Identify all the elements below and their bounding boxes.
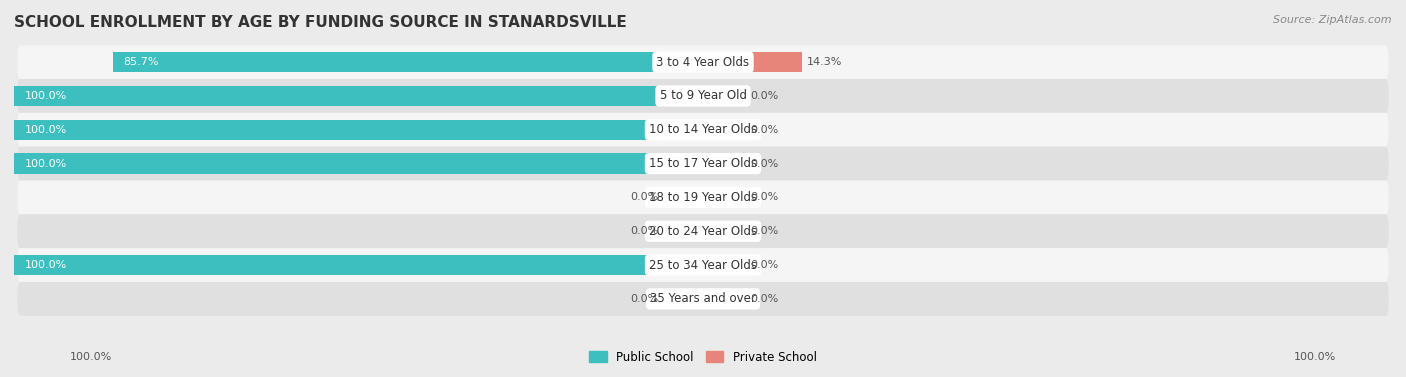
Text: 0.0%: 0.0% — [749, 192, 778, 202]
Bar — [14, 86, 703, 106]
Bar — [703, 86, 744, 106]
Text: 35 Years and over: 35 Years and over — [650, 292, 756, 305]
Text: 10 to 14 Year Olds: 10 to 14 Year Olds — [650, 123, 756, 136]
Bar — [703, 255, 744, 275]
Bar — [662, 289, 703, 309]
Text: Source: ZipAtlas.com: Source: ZipAtlas.com — [1274, 15, 1392, 25]
Bar — [703, 120, 744, 140]
Text: 0.0%: 0.0% — [630, 226, 658, 236]
Text: 100.0%: 100.0% — [24, 91, 66, 101]
Text: 100.0%: 100.0% — [24, 260, 66, 270]
Bar — [662, 221, 703, 241]
Text: 0.0%: 0.0% — [749, 159, 778, 169]
FancyBboxPatch shape — [17, 214, 1389, 248]
Text: 85.7%: 85.7% — [122, 57, 159, 67]
Text: 0.0%: 0.0% — [749, 91, 778, 101]
Bar — [703, 289, 744, 309]
Text: 0.0%: 0.0% — [749, 260, 778, 270]
Text: 100.0%: 100.0% — [24, 125, 66, 135]
FancyBboxPatch shape — [17, 147, 1389, 181]
Bar — [703, 221, 744, 241]
Bar — [703, 52, 801, 72]
Bar — [112, 52, 703, 72]
Text: 0.0%: 0.0% — [749, 226, 778, 236]
Text: 0.0%: 0.0% — [749, 125, 778, 135]
Text: SCHOOL ENROLLMENT BY AGE BY FUNDING SOURCE IN STANARDSVILLE: SCHOOL ENROLLMENT BY AGE BY FUNDING SOUR… — [14, 15, 627, 30]
Text: 20 to 24 Year Olds: 20 to 24 Year Olds — [650, 225, 756, 238]
Legend: Public School, Private School: Public School, Private School — [585, 346, 821, 369]
Text: 14.3%: 14.3% — [807, 57, 842, 67]
FancyBboxPatch shape — [17, 248, 1389, 282]
FancyBboxPatch shape — [17, 181, 1389, 214]
Bar — [14, 153, 703, 174]
FancyBboxPatch shape — [17, 45, 1389, 79]
Bar — [14, 255, 703, 275]
Bar — [14, 120, 703, 140]
Bar — [662, 187, 703, 208]
Bar — [703, 153, 744, 174]
Text: 15 to 17 Year Olds: 15 to 17 Year Olds — [650, 157, 756, 170]
FancyBboxPatch shape — [17, 113, 1389, 147]
Text: 0.0%: 0.0% — [630, 192, 658, 202]
Text: 25 to 34 Year Olds: 25 to 34 Year Olds — [650, 259, 756, 271]
Text: 18 to 19 Year Olds: 18 to 19 Year Olds — [650, 191, 756, 204]
Text: 0.0%: 0.0% — [630, 294, 658, 304]
Bar — [703, 187, 744, 208]
Text: 100.0%: 100.0% — [70, 352, 112, 362]
FancyBboxPatch shape — [17, 79, 1389, 113]
Text: 5 to 9 Year Old: 5 to 9 Year Old — [659, 89, 747, 103]
FancyBboxPatch shape — [17, 282, 1389, 316]
Text: 100.0%: 100.0% — [1294, 352, 1336, 362]
Text: 0.0%: 0.0% — [749, 294, 778, 304]
Text: 3 to 4 Year Olds: 3 to 4 Year Olds — [657, 56, 749, 69]
Text: 100.0%: 100.0% — [24, 159, 66, 169]
